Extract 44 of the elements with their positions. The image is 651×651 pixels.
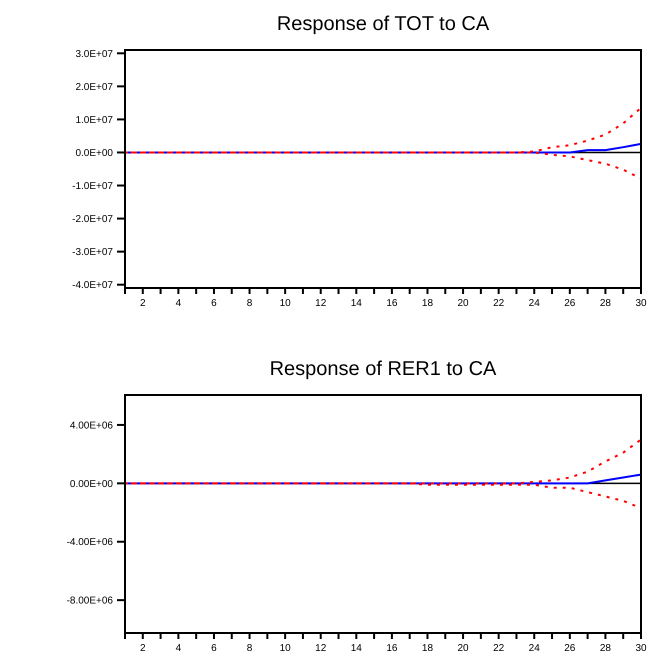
y-tick-label: 0.0E+00 [75,148,114,159]
x-tick-label: 10 [280,298,292,309]
x-tick-label: 6 [211,643,218,651]
x-tick-label: 14 [350,298,362,309]
x-tick-label: 18 [422,643,434,651]
y-tick-label: -2.0E+07 [72,214,114,226]
x-tick-label: 22 [493,643,505,651]
x-tick-label: 24 [528,298,540,309]
y-tick-label: 4.00E+06 [70,420,114,432]
x-tick-label: 4 [176,298,182,309]
x-tick-label: 28 [600,298,612,309]
x-tick-label: 18 [422,298,434,309]
y-tick-label: 1.0E+07 [75,114,114,126]
y-tick-label: -4.0E+07 [72,280,114,292]
x-tick-label: 16 [386,298,398,309]
x-tick-label: 24 [528,643,540,651]
x-tick-label: 6 [211,298,218,309]
x-tick-label: 26 [564,298,576,309]
x-tick-label: 30 [635,298,647,309]
x-tick-label: 26 [564,643,576,651]
x-tick-label: 2 [140,298,146,309]
x-tick-label: 30 [635,643,647,651]
y-tick-label: 0.00E+00 [70,478,114,490]
x-tick-label: 10 [280,643,292,651]
x-tick-label: 12 [315,298,327,309]
x-tick-label: 16 [386,643,398,651]
chart-title: Response of TOT to CA [276,13,490,35]
y-tick-label: 3.0E+07 [75,48,114,60]
x-tick-label: 12 [315,643,327,651]
y-tick-label: -8.00E+06 [66,596,114,607]
x-tick-label: 8 [246,298,253,309]
y-tick-label: -4.00E+06 [66,537,114,548]
y-tick-label: -3.0E+07 [72,247,114,258]
x-tick-label: 8 [246,643,253,651]
x-tick-label: 4 [176,643,182,651]
y-tick-label: -1.0E+07 [72,181,114,192]
x-tick-label: 14 [350,643,362,651]
x-tick-label: 20 [458,643,470,651]
y-tick-label: 2.0E+07 [75,82,114,93]
x-tick-label: 28 [600,643,612,651]
chart-title: Response of RER1 to CA [270,358,498,380]
x-tick-label: 22 [493,298,505,309]
x-tick-label: 20 [458,298,470,309]
x-tick-label: 2 [140,643,146,651]
